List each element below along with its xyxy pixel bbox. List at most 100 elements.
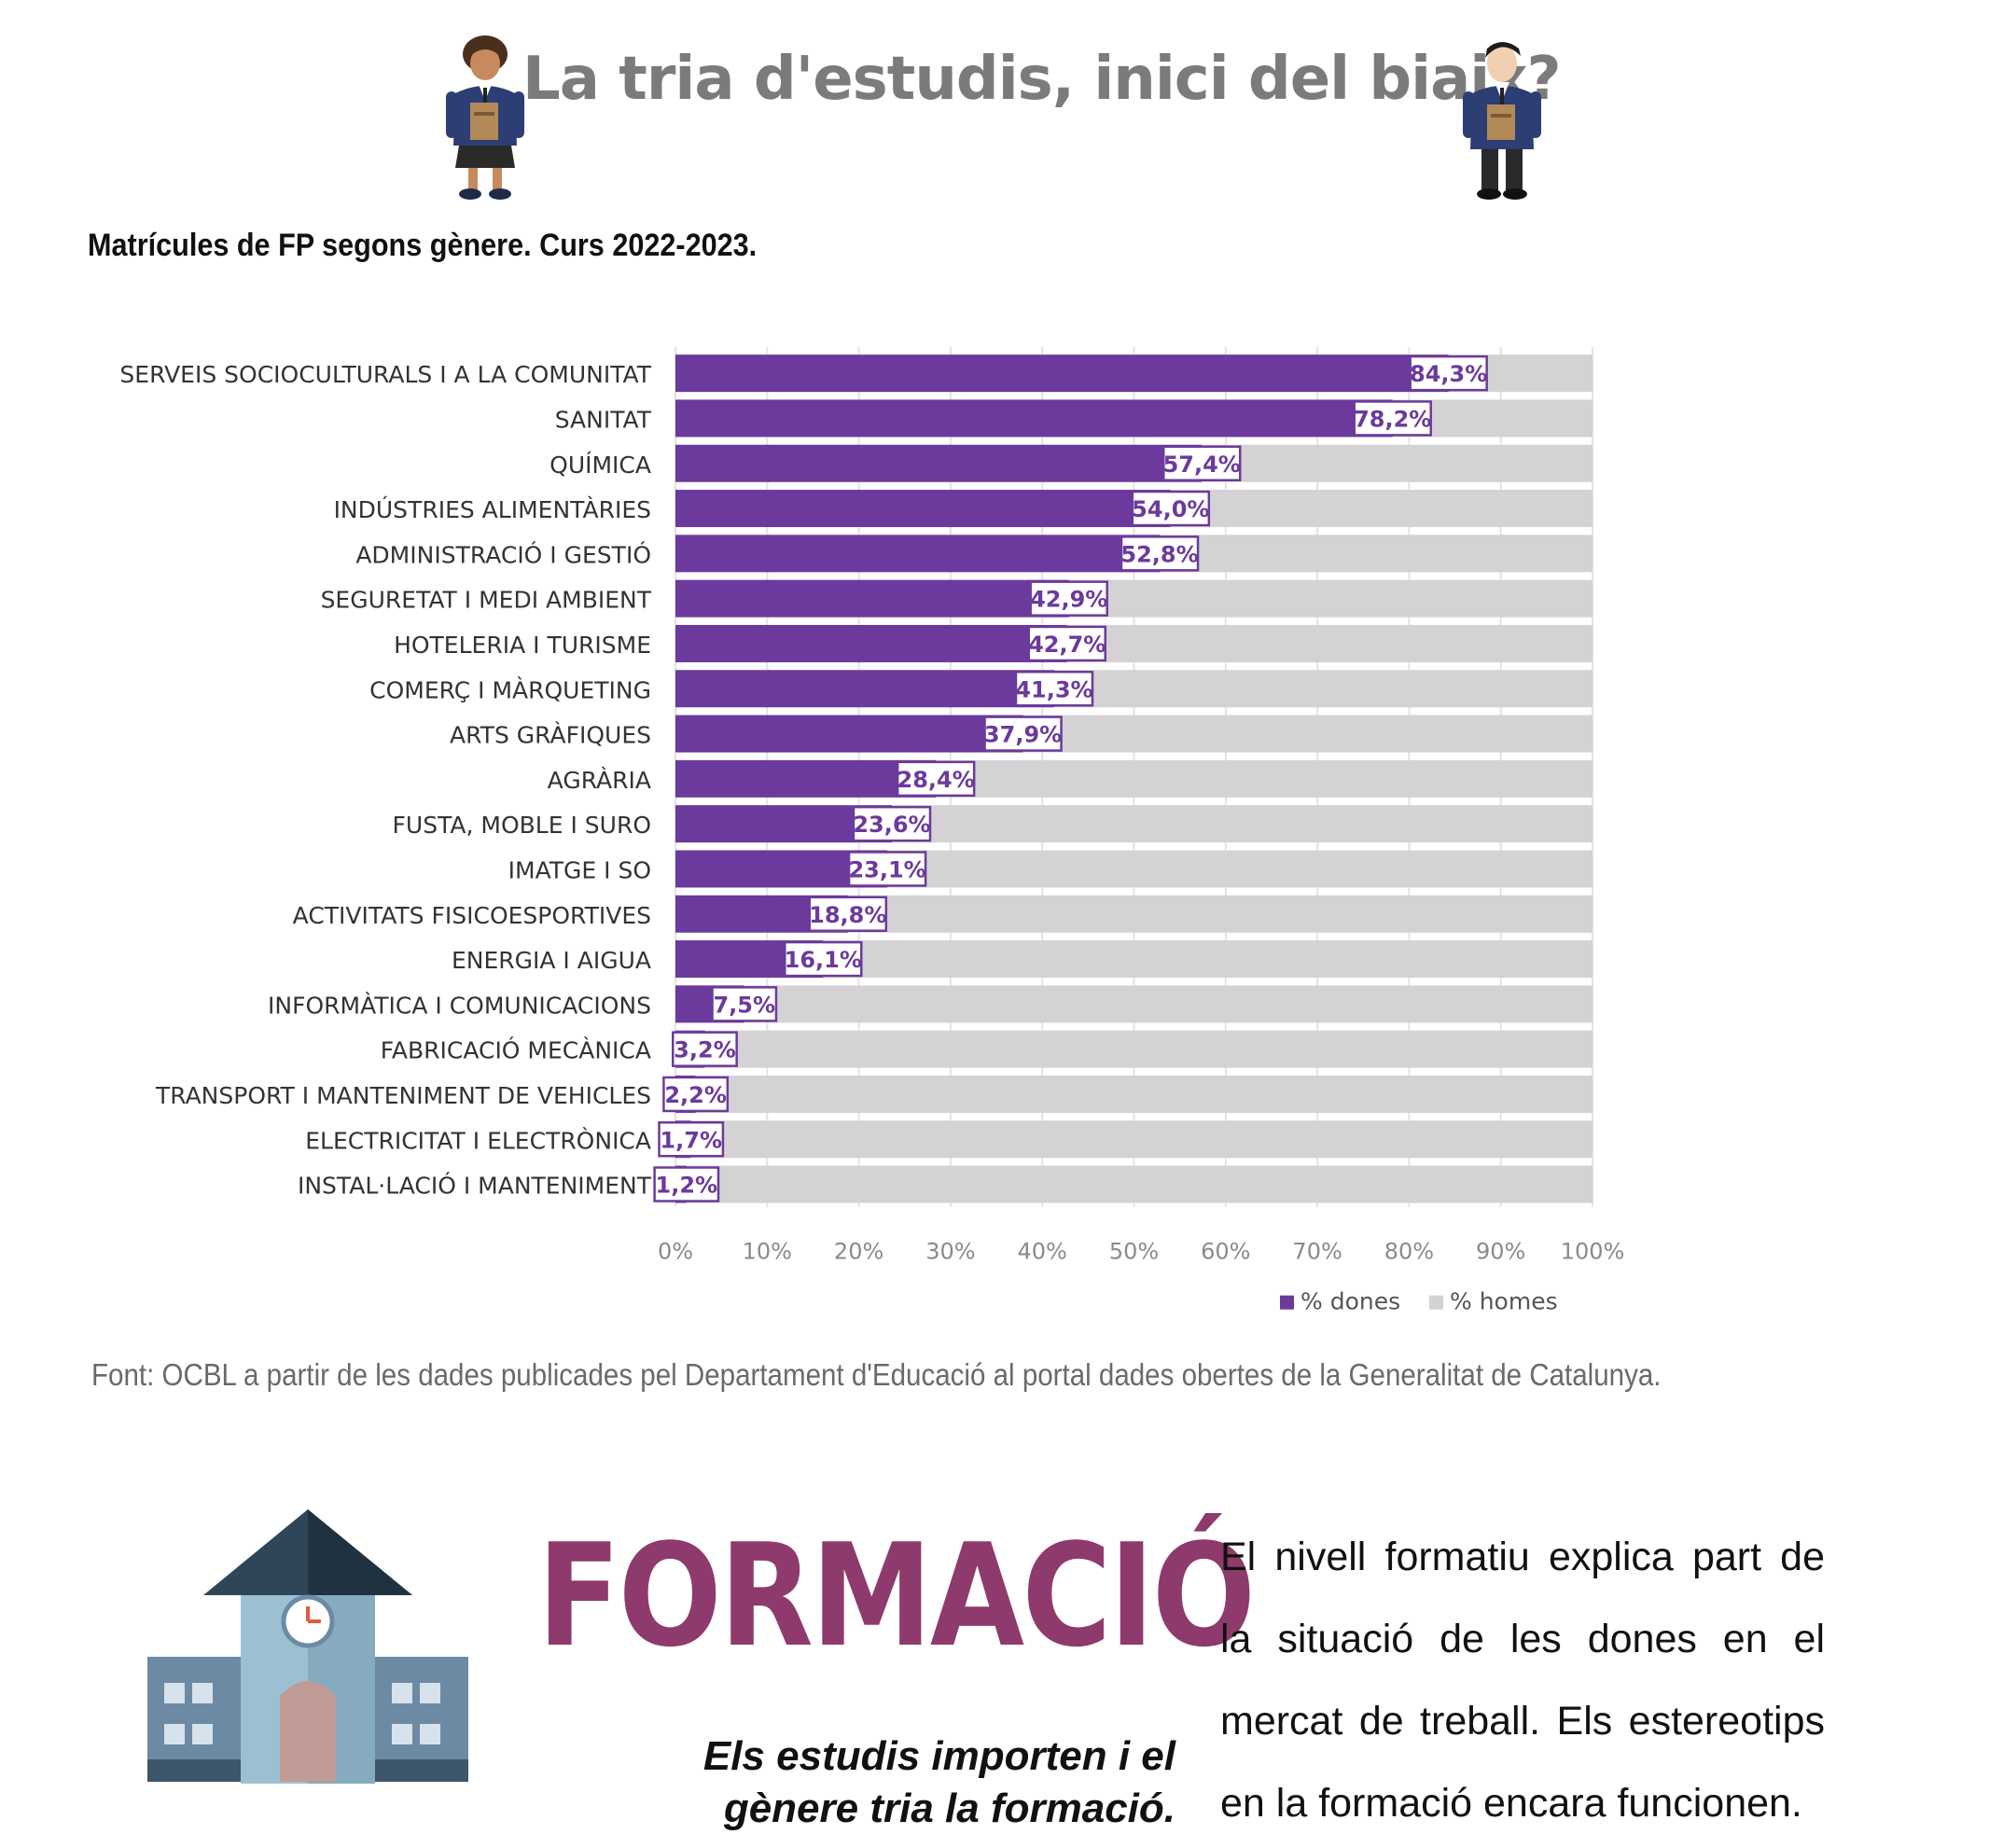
data-label-box xyxy=(672,1031,738,1067)
x-tick-label: 60% xyxy=(1201,1239,1250,1265)
bar-dones xyxy=(675,624,1067,662)
bar-dones xyxy=(675,579,1069,618)
category-label: COMERÇ I MÀRQUETING xyxy=(369,676,651,703)
category-label: IMATGE I SO xyxy=(508,856,651,883)
data-label: 1,7% xyxy=(660,1127,722,1153)
x-tick-label: 70% xyxy=(1292,1239,1342,1265)
bar-homes xyxy=(744,985,1593,1023)
data-label-box xyxy=(852,805,932,842)
data-label: 37,9% xyxy=(984,722,1062,748)
bar-dones xyxy=(675,354,1449,393)
x-tick-label: 10% xyxy=(743,1239,792,1265)
student-boy-icon xyxy=(1463,42,1541,200)
chart-title: Matrícules de FP segons gènere. Curs 202… xyxy=(88,228,758,263)
bar-homes xyxy=(704,1030,1593,1068)
school-building-icon xyxy=(147,1509,468,1784)
legend-swatch xyxy=(1280,1295,1294,1310)
bar-homes xyxy=(823,940,1593,979)
category-label: INDÚSTRIES ALIMENTÀRIES xyxy=(334,495,651,523)
data-label: 41,3% xyxy=(1015,676,1092,702)
legend-swatch xyxy=(1429,1295,1443,1310)
data-label-box xyxy=(1027,625,1106,662)
category-label: SANITAT xyxy=(555,406,652,433)
category-label: ACTIVITATS FISICOESPORTIVES xyxy=(293,902,651,929)
section-tagline-line1: Els estudis importen i el xyxy=(702,1733,1175,1779)
data-label-box xyxy=(711,986,778,1022)
x-tick-label: 50% xyxy=(1109,1239,1159,1265)
data-label-box xyxy=(662,1076,730,1113)
bar-chart: SERVEIS SOCIOCULTURALS I A LA COMUNITAT 8… xyxy=(119,347,1624,1315)
x-tick-label: 20% xyxy=(834,1239,883,1265)
bar-dones xyxy=(675,399,1393,438)
data-label: 78,2% xyxy=(1354,406,1431,432)
data-label: 18,8% xyxy=(809,902,886,928)
category-label: HOTELERIA I TURISME xyxy=(394,632,651,659)
bar-dones xyxy=(675,535,1161,573)
data-label: 3,2% xyxy=(674,1037,736,1063)
page-title: La tria d'estudis, inici del biaix? xyxy=(522,45,1562,114)
x-tick-label: 90% xyxy=(1476,1239,1525,1265)
bar-homes xyxy=(1066,624,1593,662)
x-tick-label: 0% xyxy=(658,1239,693,1265)
data-label-box xyxy=(847,851,927,887)
bar-homes xyxy=(1053,670,1593,708)
data-label: 28,4% xyxy=(897,767,975,793)
legend-label: % dones xyxy=(1300,1288,1400,1315)
bar-homes xyxy=(936,759,1593,798)
category-label: TRANSPORT I MANTENIMENT DE VEHICLES xyxy=(155,1082,651,1109)
category-label: AGRÀRIA xyxy=(548,767,651,794)
section-tagline: Els estudis importen i el gènere tria la… xyxy=(653,1730,1175,1835)
data-label-box xyxy=(1409,354,1488,392)
bar-homes xyxy=(1022,715,1593,753)
data-label: 23,1% xyxy=(848,856,925,882)
data-label-box xyxy=(983,716,1063,752)
data-label-box xyxy=(808,896,888,932)
legend-label: % homes xyxy=(1450,1288,1558,1315)
data-label: 54,0% xyxy=(1132,496,1209,522)
bar-homes xyxy=(695,1075,1593,1113)
category-label: FUSTA, MOBLE I SURO xyxy=(393,812,651,839)
data-label: 57,4% xyxy=(1163,452,1241,478)
category-label: ARTS GRÀFIQUES xyxy=(450,722,651,749)
data-label-box xyxy=(653,1166,720,1202)
bar-homes xyxy=(1160,535,1593,573)
data-label: 23,6% xyxy=(853,812,930,838)
section-title: FORMACIÓ xyxy=(537,1513,1256,1678)
bar-homes xyxy=(887,850,1593,888)
bar-dones xyxy=(675,759,937,798)
x-tick-label: 30% xyxy=(925,1239,975,1265)
category-label: QUÍMICA xyxy=(549,452,651,479)
data-label-box xyxy=(1120,535,1200,572)
category-label: ENERGIA I AIGUA xyxy=(452,947,651,974)
data-label: 16,1% xyxy=(785,947,862,973)
data-label: 84,3% xyxy=(1410,361,1487,387)
bar-dones xyxy=(675,490,1171,528)
data-label: 7,5% xyxy=(713,992,775,1018)
section-body: El nivell formatiu explica part de la si… xyxy=(1220,1535,1825,1826)
student-girl-icon xyxy=(446,35,524,200)
category-label: SERVEIS SOCIOCULTURALS I A LA COMUNITAT xyxy=(119,361,651,388)
data-label-box xyxy=(1029,580,1108,617)
x-tick-label: 40% xyxy=(1018,1239,1067,1265)
data-label-box xyxy=(1014,671,1094,707)
bar-dones xyxy=(675,444,1203,482)
bar-homes xyxy=(1170,490,1593,528)
category-label: INSTAL·LACIÓ I MANTENIMENT xyxy=(298,1172,652,1200)
data-label: 2,2% xyxy=(664,1082,727,1108)
data-label: 42,9% xyxy=(1030,587,1107,613)
category-label: SEGURETAT I MEDI AMBIENT xyxy=(321,587,652,614)
bar-dones xyxy=(675,715,1023,753)
bar-homes xyxy=(690,1120,1593,1159)
x-tick-label: 80% xyxy=(1384,1239,1434,1265)
bar-homes xyxy=(1068,579,1593,618)
data-label: 52,8% xyxy=(1120,541,1198,567)
data-label: 1,2% xyxy=(656,1173,718,1199)
data-label-box xyxy=(784,940,863,978)
data-label-box xyxy=(896,760,976,798)
data-label-box xyxy=(1353,400,1432,437)
bar-homes xyxy=(847,895,1593,933)
data-label-box xyxy=(1131,490,1211,527)
section-tagline-line2: gènere tria la formació. xyxy=(723,1785,1175,1831)
category-label: ELECTRICITAT I ELECTRÒNICA xyxy=(305,1126,651,1154)
data-label-box xyxy=(1161,445,1242,481)
